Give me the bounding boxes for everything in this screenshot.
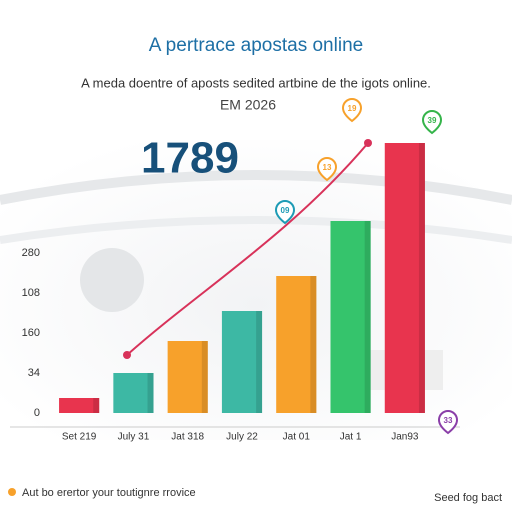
trend-dot (364, 139, 372, 147)
chart-title: A pertrace apostas online (149, 35, 363, 56)
y-tick-label: 160 (22, 327, 40, 339)
annotation-label: 09 (281, 206, 290, 215)
bar (167, 341, 208, 413)
bar-shade (256, 311, 263, 413)
annotation-bubble (421, 110, 443, 135)
footer-right: Seed fog bact (434, 492, 502, 504)
annotation-bubble (316, 157, 338, 182)
footer-dot (8, 488, 16, 496)
y-tick-label: 0 (34, 407, 40, 419)
bar (221, 311, 263, 413)
bar (113, 373, 154, 413)
x-tick-label: Jat 1 (340, 432, 362, 443)
y-tick-label: 280 (22, 247, 40, 259)
annotation-label: 39 (428, 116, 437, 125)
bar (59, 398, 100, 413)
bar-shade (418, 143, 425, 413)
chart-subtitle: A meda doentre of aposts sedited artbine… (81, 75, 431, 90)
trend-curve (126, 142, 369, 356)
trend-dot (123, 351, 131, 359)
y-tick-label: 108 (22, 287, 40, 299)
bar-shade (310, 276, 317, 413)
x-tick-label: Jat 01 (283, 432, 311, 443)
ball-decoration (80, 248, 144, 312)
x-tick-label: Jat 318 (171, 432, 204, 443)
bar-shade (93, 398, 100, 413)
x-tick-label: July 31 (118, 432, 150, 443)
bar (384, 143, 425, 413)
kicker: EM 2026 (220, 97, 276, 113)
x-tick-label: July 22 (226, 432, 258, 443)
bar-shade (364, 221, 371, 413)
x-tick-label: Set 219 (62, 432, 97, 443)
bar (330, 221, 371, 413)
annotation-label: 13 (323, 163, 332, 172)
headline-value: 1789 (141, 134, 239, 183)
x-tick-label: Jan93 (391, 432, 419, 443)
bar-shade (201, 341, 208, 413)
annotation-bubble (341, 98, 363, 123)
y-tick-label: 34 (28, 367, 40, 379)
annotation-label: 33 (444, 416, 453, 425)
stadium-arc (0, 170, 512, 205)
bar (276, 276, 317, 413)
annotation-bubble (274, 200, 296, 225)
bar-shade (147, 373, 154, 413)
footer-note: Aut bo erertor your toutignre rrovice (22, 487, 196, 499)
annotation-bubble (437, 410, 459, 435)
stadium-arc (0, 216, 512, 244)
annotation-label: 19 (348, 104, 357, 113)
